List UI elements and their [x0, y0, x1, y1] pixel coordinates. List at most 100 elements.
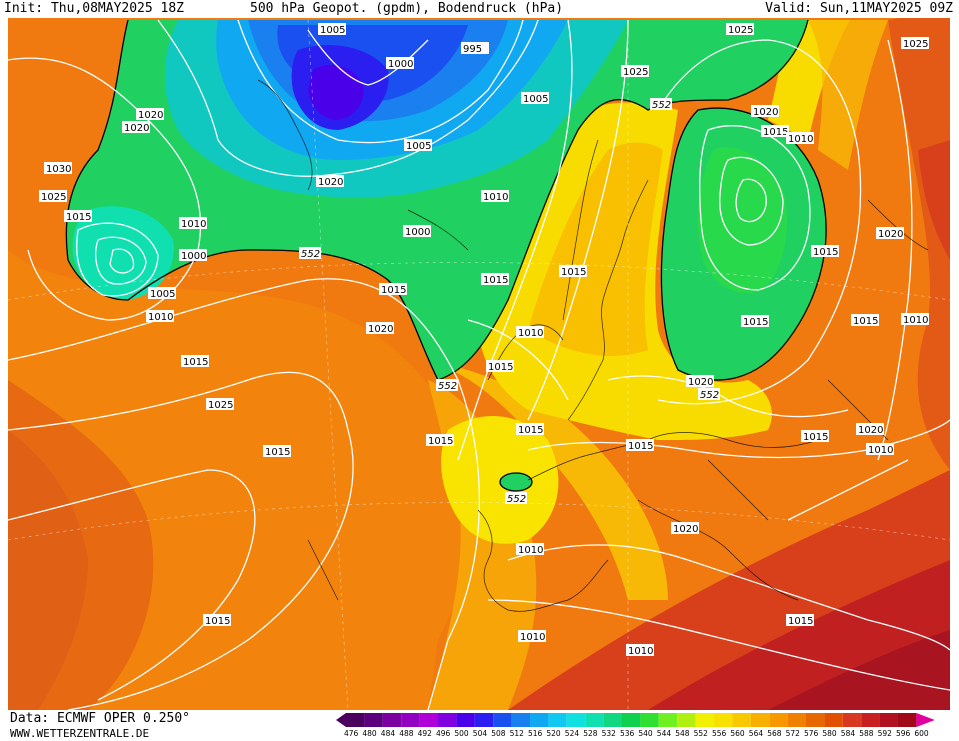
isobar-label-box — [521, 92, 549, 104]
scale-value-label: 592 — [877, 729, 892, 738]
scale-color-cell — [548, 713, 567, 727]
scale-value-label: 492 — [417, 729, 432, 738]
scale-value-label: 556 — [712, 729, 727, 738]
isobar-label: 1010 — [518, 545, 543, 556]
isobar-label: 1030 — [46, 164, 71, 175]
scale-color-cell — [898, 713, 917, 727]
isobar-label-box — [181, 355, 209, 367]
isobar-label-box — [726, 23, 754, 35]
isobar-label: 1015 — [518, 425, 543, 436]
valid-time: Valid: Sun,11MAY2025 09Z — [765, 1, 953, 16]
isobar-label-box — [486, 360, 514, 372]
isobar-label-box — [64, 210, 92, 222]
isobar-label-box — [516, 423, 544, 435]
isobar-label: 1020 — [753, 107, 778, 118]
scale-value-label: 600 — [914, 729, 929, 738]
isobar-label: 1015 — [205, 616, 230, 627]
isobar-label: 1010 — [181, 219, 206, 230]
scale-color-cell — [842, 713, 862, 727]
isobar-label: 995 — [463, 44, 482, 55]
map-header: Init: Thu,08MAY2025 18Z 500 hPa Geopot. … — [0, 0, 959, 18]
scale-color-cell — [714, 713, 733, 727]
isobar-label-box — [404, 139, 432, 151]
isobar-label-box — [481, 273, 509, 285]
isobar-label-box — [318, 23, 346, 35]
isobar-label: 1020 — [878, 229, 903, 240]
isobar-label: 1010 — [628, 646, 653, 657]
isobar-label: 1010 — [518, 328, 543, 339]
isobar-label-box — [901, 37, 929, 49]
isobar-label: 1015 — [265, 447, 290, 458]
isobar-label-box — [621, 65, 649, 77]
isobar-label-box — [686, 375, 714, 387]
color-scale-bar — [336, 713, 935, 727]
isobar-label-box — [461, 42, 489, 54]
isobar-label-box — [626, 439, 654, 451]
isobar-label-box — [44, 162, 72, 174]
isobar-label: 1015 — [628, 441, 653, 452]
isobar-label-box — [559, 265, 587, 277]
isobar-label: 1005 — [523, 94, 548, 105]
isobar-label-box — [203, 614, 231, 626]
isobar-label-box — [518, 630, 546, 642]
scale-value-label: 488 — [399, 729, 414, 738]
scale-value-label: 584 — [840, 729, 856, 738]
isobar-label: 1005 — [150, 289, 175, 300]
isobar-label: 1005 — [406, 141, 431, 152]
scale-right-arrow — [916, 713, 935, 727]
scale-value-label: 528 — [583, 729, 598, 738]
isobar-label: 1005 — [320, 25, 345, 36]
isobar-label-box — [122, 121, 150, 133]
isobar-label: 1010 — [868, 445, 893, 456]
init-time: Init: Thu,08MAY2025 18Z — [4, 1, 185, 16]
isobar-label: 1015 — [66, 212, 91, 223]
isobar-label-box — [179, 217, 207, 229]
scale-color-cell — [456, 713, 475, 727]
isobar-label: 1000 — [181, 251, 206, 262]
isobar-label-box — [761, 125, 789, 137]
scale-color-cell — [401, 713, 420, 727]
isobar-label-box — [39, 190, 67, 202]
isobar-label: 1015 — [381, 285, 406, 296]
scale-value-label: 480 — [362, 729, 377, 738]
scale-color-cell — [493, 713, 512, 727]
map-footer: Data: ECMWF OPER 0.250° WWW.WETTERZENTRA… — [0, 710, 959, 741]
scale-color-cell — [530, 713, 549, 727]
scale-left-arrow — [336, 713, 346, 727]
scale-value-label: 540 — [638, 729, 653, 738]
scale-value-label: 512 — [509, 729, 524, 738]
scale-value-label: 596 — [896, 729, 911, 738]
isobar-label-box — [426, 434, 454, 446]
weather-map-canvas: 552 552 552 552 552 10051006995100010051… — [8, 0, 950, 710]
isobar-label: 1015 — [743, 317, 768, 328]
isobar-label-box — [626, 644, 654, 656]
scale-color-cell — [879, 713, 898, 727]
scale-color-cell — [382, 713, 402, 727]
isobar-label: 1020 — [673, 524, 698, 535]
scale-color-cell — [603, 713, 622, 727]
scale-value-label: 568 — [767, 729, 782, 738]
scale-value-label: 536 — [620, 729, 635, 738]
isobar-label-box — [671, 522, 699, 534]
scale-value-label: 564 — [748, 729, 764, 738]
isobar-label-box — [316, 175, 344, 187]
isobar-label-box — [876, 227, 904, 239]
scale-color-cell — [750, 713, 770, 727]
contour-552-label: 552 — [652, 100, 671, 111]
contour-552-labels: 552 552 552 552 552 — [299, 98, 720, 505]
isobar-label: 1015 — [483, 275, 508, 286]
isobar-label-box — [786, 132, 814, 144]
scale-value-label: 548 — [675, 729, 690, 738]
isobar-label: 1020 — [124, 123, 149, 134]
contour-552-label: 552 — [438, 381, 457, 392]
isobar-label-box — [379, 283, 407, 295]
isobar-label: 1020 — [368, 324, 393, 335]
isobar-label-box — [206, 398, 234, 410]
scale-value-label: 580 — [822, 729, 837, 738]
weather-map: 552 552 552 552 552 10051006995100010051… — [8, 0, 950, 710]
isobar-label: 1015 — [803, 432, 828, 443]
scale-color-cell — [364, 713, 383, 727]
scale-value-label: 552 — [693, 729, 708, 738]
scale-value-label: 500 — [454, 729, 469, 738]
contour-552-label: 552 — [301, 249, 320, 260]
